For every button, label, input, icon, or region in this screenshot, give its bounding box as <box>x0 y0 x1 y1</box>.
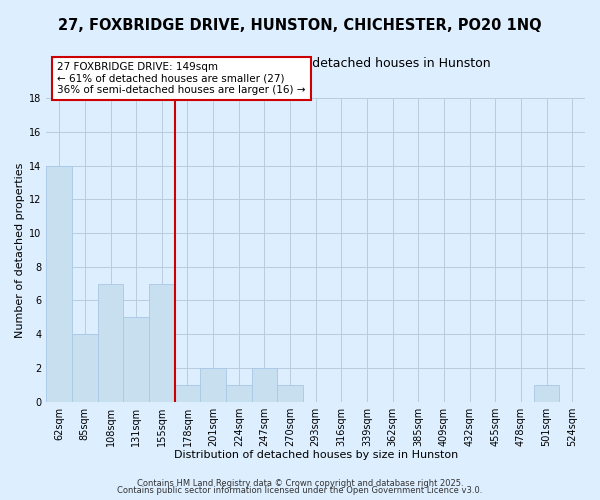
Text: Contains public sector information licensed under the Open Government Licence v3: Contains public sector information licen… <box>118 486 482 495</box>
Bar <box>72 334 98 402</box>
Title: Size of property relative to detached houses in Hunston: Size of property relative to detached ho… <box>141 58 491 70</box>
Bar <box>149 284 175 402</box>
Bar <box>200 368 226 402</box>
Text: Contains HM Land Registry data © Crown copyright and database right 2025.: Contains HM Land Registry data © Crown c… <box>137 478 463 488</box>
Y-axis label: Number of detached properties: Number of detached properties <box>15 162 25 338</box>
Bar <box>175 384 200 402</box>
Text: 27, FOXBRIDGE DRIVE, HUNSTON, CHICHESTER, PO20 1NQ: 27, FOXBRIDGE DRIVE, HUNSTON, CHICHESTER… <box>58 18 542 32</box>
X-axis label: Distribution of detached houses by size in Hunston: Distribution of detached houses by size … <box>173 450 458 460</box>
Bar <box>226 384 251 402</box>
Bar <box>251 368 277 402</box>
Text: 27 FOXBRIDGE DRIVE: 149sqm
← 61% of detached houses are smaller (27)
36% of semi: 27 FOXBRIDGE DRIVE: 149sqm ← 61% of deta… <box>57 62 305 95</box>
Bar <box>277 384 303 402</box>
Bar <box>46 166 72 402</box>
Bar <box>124 318 149 402</box>
Bar <box>98 284 124 402</box>
Bar <box>534 384 559 402</box>
